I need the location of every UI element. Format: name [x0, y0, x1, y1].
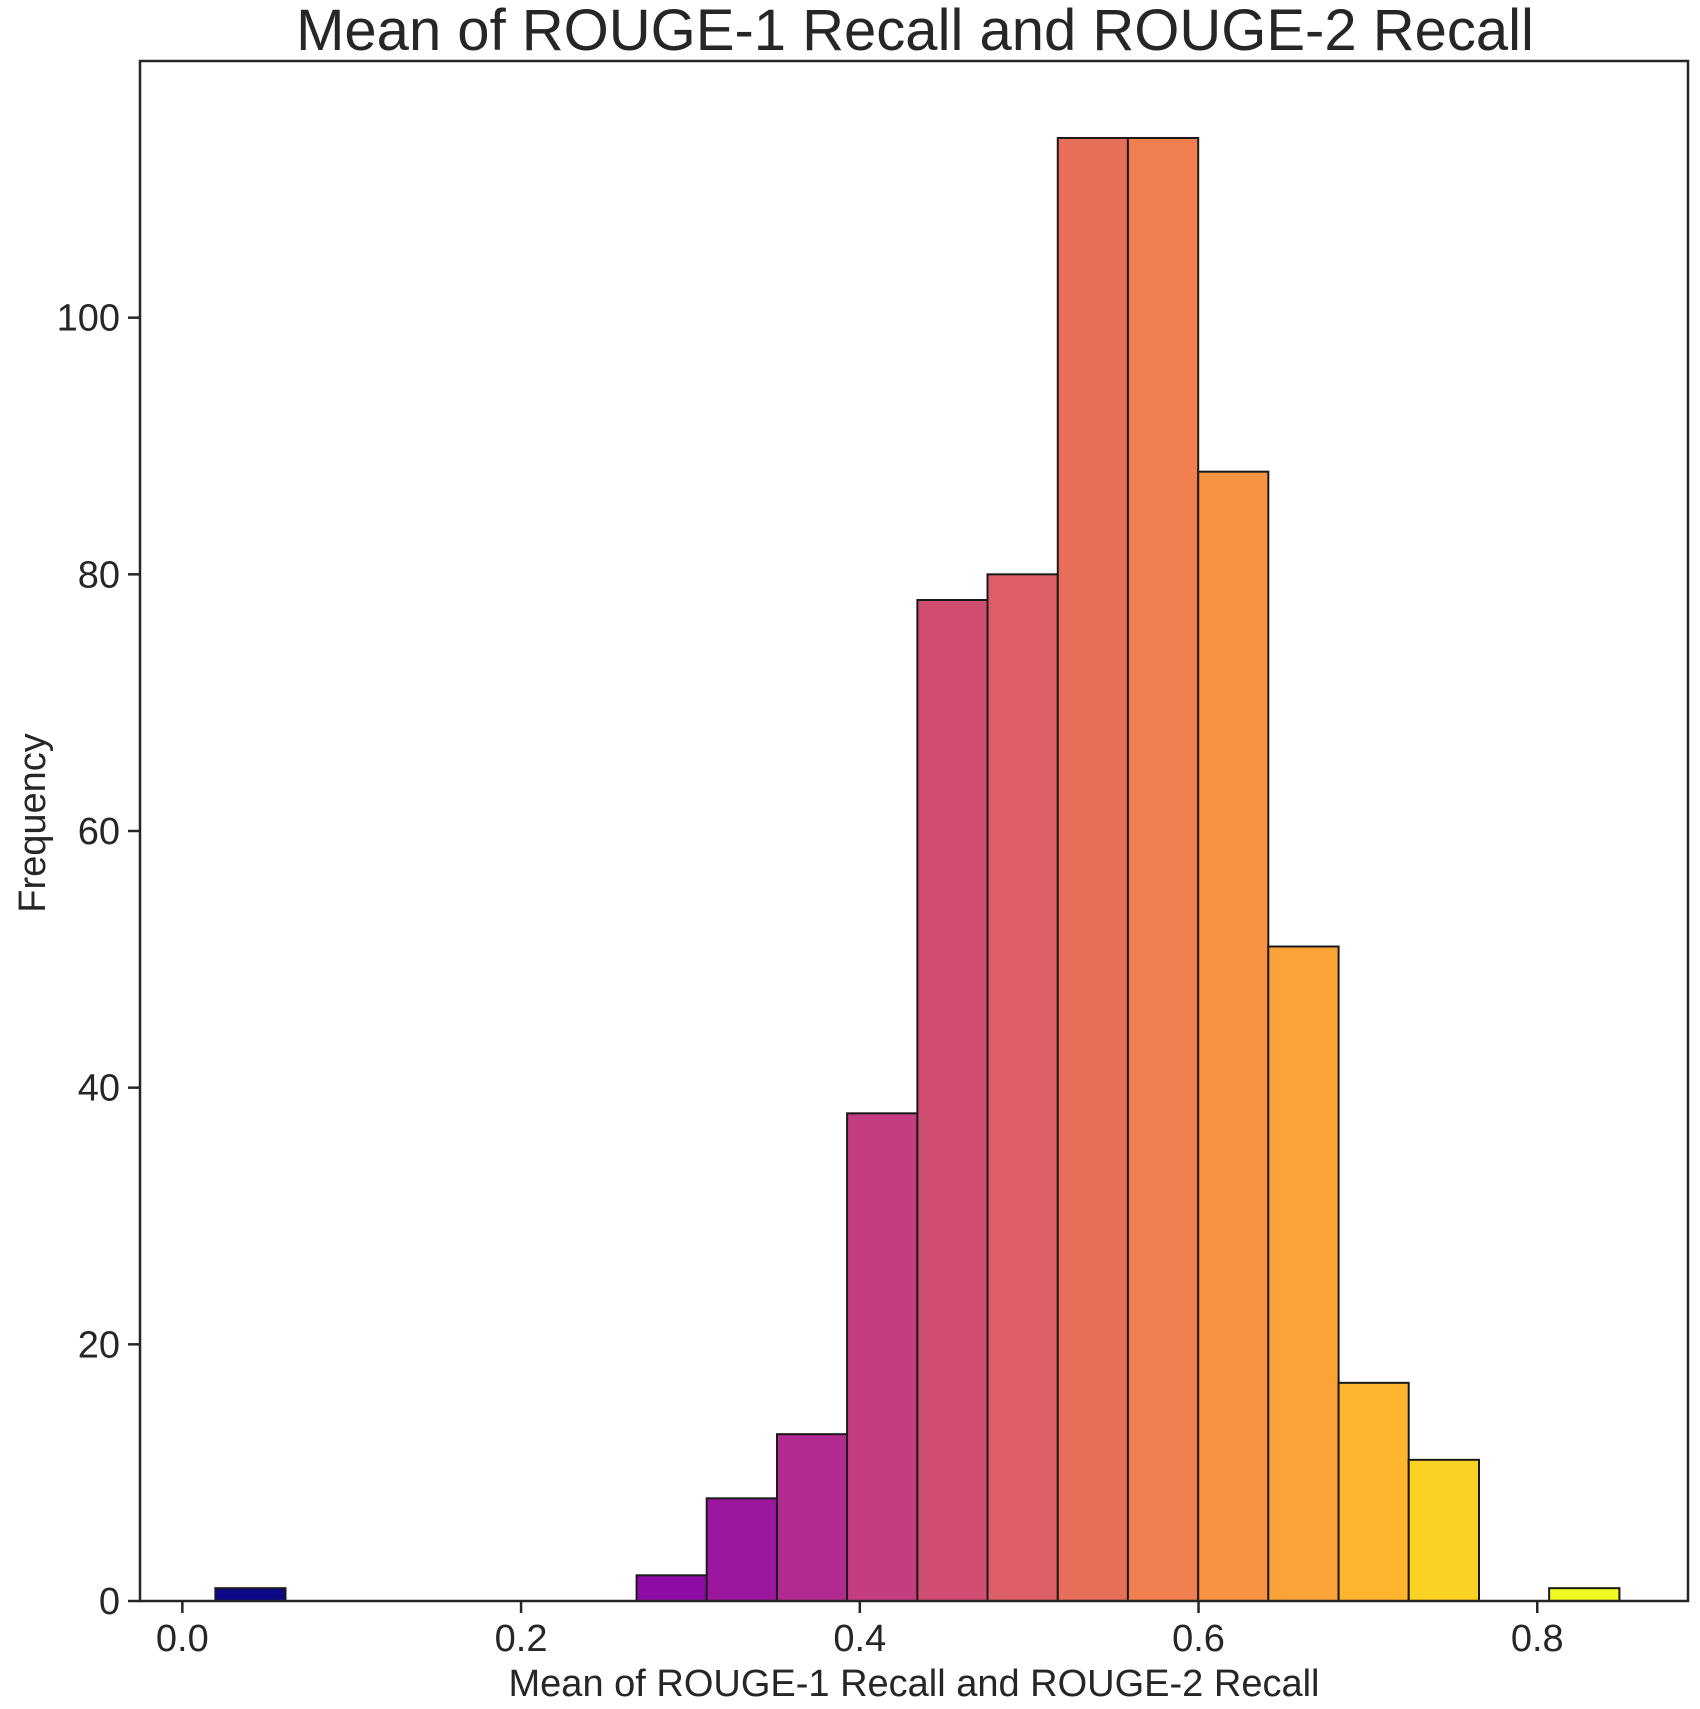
histogram-bar-7: [705, 1497, 778, 1602]
x-tick-label-4: 0.8: [1511, 1618, 1564, 1660]
x-tick-label-0: 0.0: [156, 1618, 209, 1660]
y-axis-label: Frequency: [12, 733, 54, 913]
x-axis-label: Mean of ROUGE-1 Recall and ROUGE-2 Recal…: [509, 1663, 1320, 1705]
histogram-bar-11: [986, 573, 1059, 1603]
histogram-bar-19: [1548, 1587, 1621, 1603]
histogram-bar-8: [775, 1433, 849, 1603]
histogram-bar-13: [1126, 137, 1200, 1602]
chart-title: Mean of ROUGE-1 Recall and ROUGE-2 Recal…: [296, 0, 1534, 63]
histogram-bar-0: [214, 1587, 287, 1603]
plot-frame: [138, 59, 1690, 1603]
y-tick-label-5: 100: [57, 298, 120, 340]
histogram-bar-17: [1407, 1458, 1481, 1602]
histogram-bar-15: [1267, 945, 1340, 1602]
x-tick-label-3: 0.6: [1172, 1618, 1225, 1660]
x-tick-label-1: 0.2: [495, 1618, 548, 1660]
y-tick-label-1: 20: [78, 1324, 120, 1366]
histogram-bar-16: [1337, 1381, 1410, 1602]
histogram-bar-6: [635, 1574, 708, 1602]
y-tick-label-4: 80: [78, 554, 120, 596]
histogram-bar-9: [846, 1112, 919, 1602]
y-tick-label-0: 0: [99, 1581, 120, 1623]
y-axis-ticks: 0 20 40 60 80 100: [57, 298, 140, 1623]
bars-group: [214, 137, 1621, 1603]
histogram-bar-14: [1197, 470, 1270, 1602]
x-axis-ticks: 0.0 0.2 0.4 0.6 0.8: [156, 1601, 1564, 1660]
y-tick-label-2: 40: [78, 1068, 120, 1110]
y-tick-label-3: 60: [78, 811, 120, 853]
x-tick-label-2: 0.4: [833, 1618, 886, 1660]
histogram-bar-12: [1056, 137, 1129, 1602]
histogram-bar-10: [916, 599, 989, 1602]
